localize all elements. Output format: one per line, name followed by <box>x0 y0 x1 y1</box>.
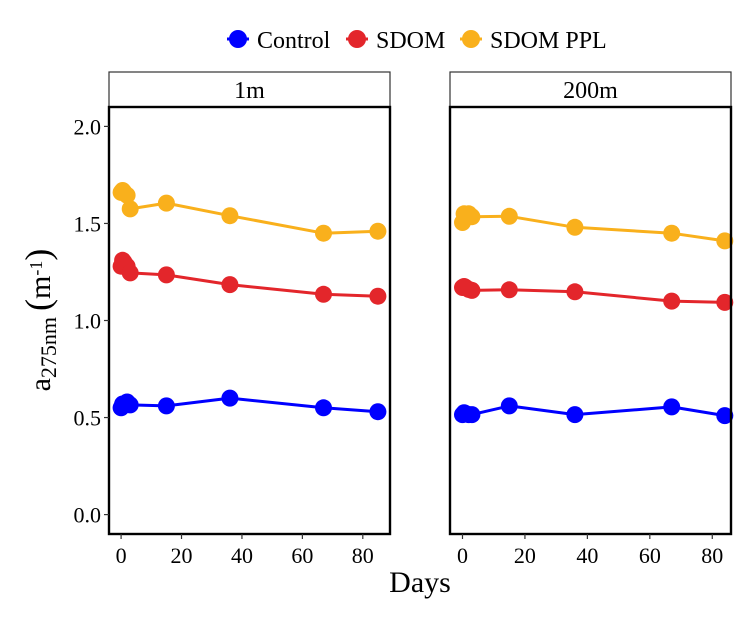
series-sdom-ppl <box>112 182 387 242</box>
data-point <box>221 207 239 225</box>
panel-border <box>107 105 392 536</box>
panel-1m: 1m 0 20 40 60 80 0.0 0.5 1.0 1.5 2.0 <box>74 71 392 568</box>
y-axis-title-base: a <box>24 378 57 391</box>
data-point <box>566 283 584 301</box>
panel-border <box>448 105 733 536</box>
panel-200m: 200m 0 20 40 60 80 <box>448 71 734 568</box>
data-point <box>369 287 387 305</box>
x-tick-label: 80 <box>701 543 723 568</box>
data-point <box>566 218 584 236</box>
y-axis-title-subscript: 275nm <box>36 317 61 378</box>
legend-label: SDOM PPL <box>490 28 607 54</box>
data-point <box>463 208 481 226</box>
y-axis-title: a275nm (m-1) <box>18 249 61 392</box>
y-tick-label: 1.0 <box>74 309 102 334</box>
data-point <box>500 281 518 299</box>
y-axis-title-open-paren: ( <box>18 299 58 311</box>
data-point <box>500 207 518 225</box>
legend-entry: SDOM <box>346 28 445 54</box>
data-point <box>716 232 734 250</box>
strip-label: 1m <box>234 78 265 104</box>
data-point <box>118 186 136 204</box>
y-tick-label: 0.0 <box>74 503 102 528</box>
data-point <box>663 224 681 242</box>
x-tick-label: 60 <box>639 543 661 568</box>
y-tick-label: 0.5 <box>74 406 102 431</box>
series-sdom <box>454 278 734 311</box>
series-line <box>119 189 378 235</box>
strip-background <box>108 71 391 108</box>
legend-entry: Control <box>227 28 331 54</box>
legend-label: SDOM <box>376 28 445 54</box>
data-point <box>157 266 175 284</box>
y-tick-label: 1.5 <box>74 211 102 236</box>
x-tick-label: 20 <box>171 543 193 568</box>
data-point <box>315 285 332 303</box>
x-tick-label: 40 <box>231 543 253 568</box>
x-tick-label: 20 <box>514 543 536 568</box>
data-point <box>369 403 387 421</box>
chart-panels: 1m 0 20 40 60 80 0.0 0.5 1.0 1.5 2.0 200m 0 20 40 60 80 <box>74 71 734 568</box>
legend-label: Control <box>257 28 331 54</box>
data-point <box>315 224 332 242</box>
y-axis-title-unit: m <box>24 276 57 299</box>
x-tick-label: 0 <box>457 543 468 568</box>
x-tick-label: 60 <box>291 543 313 568</box>
y-axis-title-unit-superscript: -1 <box>26 261 46 276</box>
data-point <box>500 397 518 415</box>
strip-label: 200m <box>563 78 618 104</box>
data-point <box>566 406 584 424</box>
data-point <box>463 281 481 299</box>
series-sdom-ppl <box>454 205 734 250</box>
data-point <box>121 264 139 282</box>
y-axis-title-close-paren: ) <box>18 249 58 261</box>
data-point <box>157 194 175 212</box>
data-point <box>716 293 734 311</box>
legend: Control SDOM SDOM PPL <box>227 28 607 54</box>
x-tick-label: 80 <box>352 543 374 568</box>
series-sdom <box>112 251 387 305</box>
x-tick-label: 40 <box>576 543 598 568</box>
data-point <box>315 399 332 417</box>
data-point <box>121 200 139 218</box>
data-point <box>716 407 734 425</box>
data-point <box>463 406 481 424</box>
legend-entry: SDOM PPL <box>460 28 607 54</box>
data-point <box>663 292 681 310</box>
strip-background <box>449 71 732 108</box>
data-point <box>157 397 175 415</box>
y-tick-label: 2.0 <box>74 114 102 139</box>
x-tick-label: 0 <box>116 543 127 568</box>
series-control <box>454 397 734 425</box>
data-point <box>221 276 239 294</box>
data-point <box>663 398 681 416</box>
x-axis-title: Days <box>389 566 451 599</box>
series-control <box>112 389 387 421</box>
data-point <box>369 222 387 240</box>
data-point <box>221 389 239 407</box>
data-point <box>121 396 139 414</box>
